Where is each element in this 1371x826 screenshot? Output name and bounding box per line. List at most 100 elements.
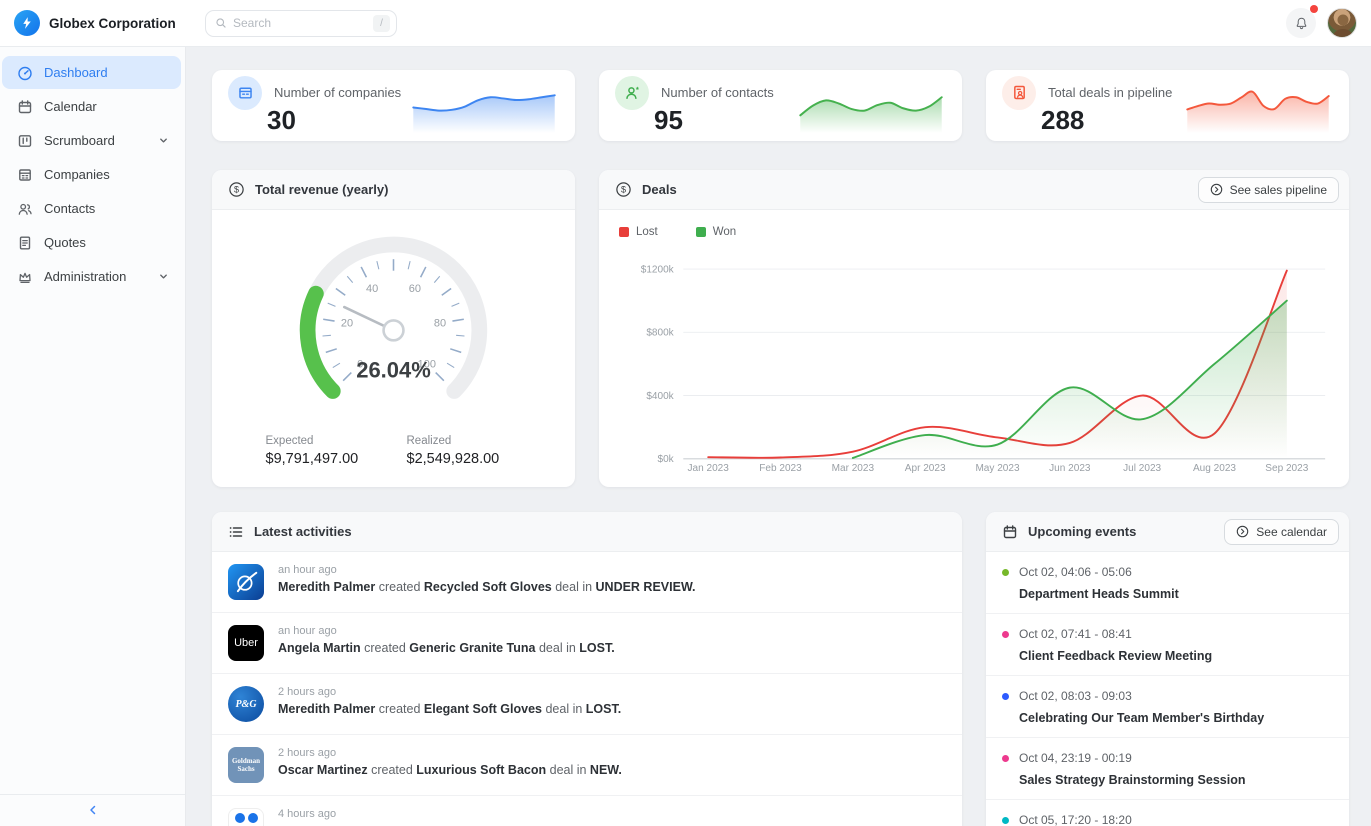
crown-icon [19, 272, 31, 283]
notification-badge [1310, 5, 1318, 13]
card-title: Deals [642, 182, 677, 197]
realized-value: $2,549,928.00 [406, 451, 500, 467]
lost-swatch [619, 227, 629, 237]
event-item: Oct 05, 17:20 - 18:20 [986, 799, 1349, 826]
user-avatar[interactable] [1327, 8, 1357, 38]
sidebar-item-calendar[interactable]: Calendar [2, 90, 181, 123]
document-icon [19, 236, 31, 250]
event-title: Client Feedback Review Meeting [1019, 649, 1213, 663]
sidebar-item-label: Companies [44, 167, 110, 182]
sidebar-item-quotes[interactable]: Quotes [2, 226, 181, 259]
goldman-sachs-logo: Goldman Sachs [228, 747, 264, 783]
main-content: Number of companies 30 Number of contact… [186, 47, 1371, 826]
search-icon [216, 18, 226, 28]
svg-text:Apr 2023: Apr 2023 [905, 463, 946, 474]
svg-text:80: 80 [434, 318, 446, 330]
brand-logo-icon [14, 10, 40, 36]
stat-card-pipeline: Total deals in pipeline 288 [986, 70, 1349, 141]
expected-value: $9,791,497.00 [265, 451, 359, 467]
event-item: Oct 02, 07:41 - 08:41 Client Feedback Rev… [986, 613, 1349, 675]
companies-sparkline-chart [412, 94, 556, 133]
dollar-circle-icon: $ [229, 182, 244, 197]
people-icon [18, 203, 32, 215]
see-sales-pipeline-button[interactable]: See sales pipeline [1197, 176, 1339, 203]
event-item: Oct 02, 08:03 - 09:03 Celebrating Our Tea… [986, 675, 1349, 737]
bell-icon [1296, 17, 1306, 29]
company-logo [228, 808, 264, 826]
circle-chevron-right-icon [1237, 525, 1249, 538]
events-card: Upcoming events See calendar Oct 02, 04:… [986, 512, 1349, 826]
search-box[interactable]: / [205, 9, 397, 37]
companies-icon [228, 75, 262, 110]
sidebar-item-label: Quotes [44, 235, 86, 250]
svg-text:May 2023: May 2023 [975, 463, 1020, 474]
search-input[interactable] [233, 16, 367, 30]
pipeline-sparkline-chart [1186, 90, 1330, 133]
stat-value: 288 [1041, 104, 1085, 135]
activity-item: an hour ago Meredith Palmer created Recyc… [212, 552, 962, 612]
svg-text:Aug 2023: Aug 2023 [1193, 463, 1236, 474]
dollar-circle-icon: $ [616, 182, 631, 197]
calendar-icon [1003, 524, 1017, 538]
stat-card-companies: Number of companies 30 [212, 70, 575, 141]
chevron-down-icon [160, 138, 167, 143]
expected-label: Expected [265, 435, 314, 447]
event-date: Oct 02, 07:41 - 08:41 [1019, 627, 1132, 641]
activity-text: Angela Martin created Generic Granite Tu… [278, 641, 615, 655]
event-item: Oct 02, 04:06 - 05:06 Department Heads Su… [986, 552, 1349, 613]
event-color-dot [1002, 816, 1009, 824]
sidebar-item-contacts[interactable]: Contacts [2, 192, 181, 225]
sidebar-item-administration[interactable]: Administration [2, 260, 181, 293]
notifications-button[interactable] [1286, 5, 1318, 38]
svg-text:26.04%: 26.04% [356, 357, 431, 382]
contacts-sparkline-chart [799, 96, 943, 133]
realized-label: Realized [406, 435, 452, 447]
stat-value: 95 [654, 104, 683, 135]
brand: Globex Corporation [14, 10, 190, 36]
sidebar-item-companies[interactable]: Companies [2, 158, 181, 191]
activity-time: an hour ago [278, 625, 337, 637]
svg-text:$: $ [234, 185, 239, 195]
sidebar: Dashboard Calendar Scrumboard Companies … [0, 47, 186, 826]
event-date: Oct 05, 17:20 - 18:20 [1019, 813, 1132, 826]
svg-text:Jul 2023: Jul 2023 [1123, 463, 1161, 474]
legend-item-won: Won [695, 226, 736, 238]
svg-text:60: 60 [409, 283, 421, 295]
chevron-down-icon [160, 274, 167, 279]
building-icon [19, 168, 31, 181]
sidebar-item-label: Dashboard [44, 65, 108, 80]
activity-time: 2 hours ago [278, 747, 337, 759]
see-calendar-button[interactable]: See calendar [1224, 518, 1339, 545]
activity-item: P&G 2 hours ago Meredith Palmer created El… [212, 673, 962, 734]
chart-legend: Lost Won [619, 226, 1335, 238]
won-swatch [695, 227, 706, 237]
sidebar-item-scrumboard[interactable]: Scrumboard [2, 124, 181, 157]
kanban-board-icon [18, 134, 32, 147]
svg-text:0: 0 [357, 358, 363, 370]
activity-text: Meredith Palmer created Recycled Soft Gl… [278, 580, 696, 594]
svg-text:40: 40 [366, 283, 378, 295]
event-date: Oct 02, 04:06 - 05:06 [1019, 565, 1132, 579]
sidebar-item-dashboard[interactable]: Dashboard [2, 56, 181, 89]
topbar: Globex Corporation / [0, 0, 1371, 47]
card-title: Total revenue (yearly) [255, 182, 389, 197]
event-title: Department Heads Summit [1019, 587, 1179, 601]
activity-item: Uber an hour ago Angela Martin created Gen… [212, 612, 962, 673]
activity-text: Oscar Martinez created Luxurious Soft Ba… [278, 763, 622, 777]
events-list: Oct 02, 04:06 - 05:06 Department Heads Su… [986, 552, 1349, 826]
svg-text:$0k: $0k [658, 454, 675, 465]
activity-time: 4 hours ago [278, 808, 337, 820]
sidebar-item-label: Calendar [44, 99, 97, 114]
card-title: Upcoming events [1028, 524, 1137, 539]
event-color-dot [1002, 692, 1009, 700]
stat-card-contacts: Number of contacts 95 [599, 70, 962, 141]
event-color-dot [1002, 568, 1009, 576]
legend-item-lost: Lost [619, 226, 658, 238]
event-date: Oct 02, 08:03 - 09:03 [1019, 689, 1132, 703]
boeing-logo [228, 564, 264, 600]
chevron-left-icon [89, 805, 95, 814]
uber-logo: Uber [228, 625, 264, 661]
sidebar-collapse-button[interactable] [87, 804, 99, 818]
stat-title: Number of companies [274, 85, 402, 101]
